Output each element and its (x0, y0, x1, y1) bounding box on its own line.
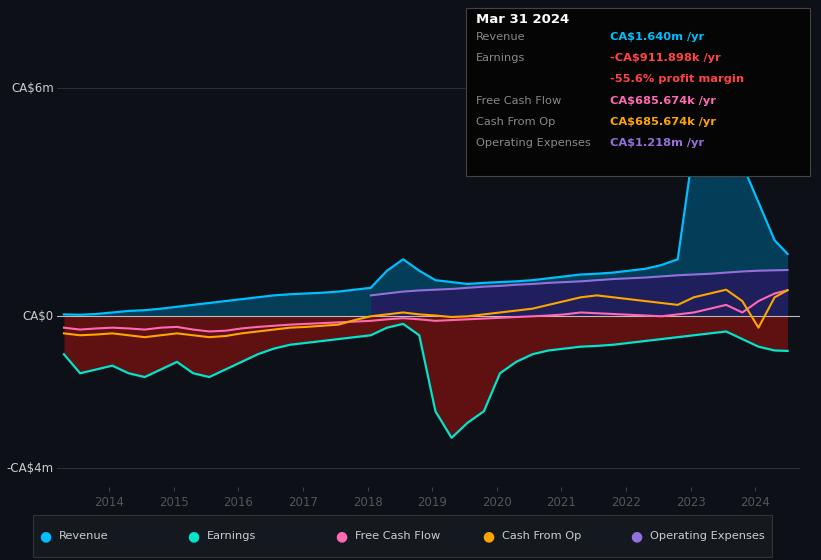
Text: Free Cash Flow: Free Cash Flow (355, 531, 440, 541)
Text: Operating Expenses: Operating Expenses (476, 138, 591, 148)
Text: Revenue: Revenue (59, 531, 108, 541)
Text: Operating Expenses: Operating Expenses (650, 531, 765, 541)
Text: ●: ● (335, 529, 347, 543)
Text: -55.6% profit margin: -55.6% profit margin (610, 74, 744, 85)
Text: Revenue: Revenue (476, 32, 525, 42)
Text: -CA$911.898k /yr: -CA$911.898k /yr (610, 53, 721, 63)
Text: CA$1.218m /yr: CA$1.218m /yr (610, 138, 704, 148)
Text: Earnings: Earnings (207, 531, 256, 541)
Text: Mar 31 2024: Mar 31 2024 (476, 13, 570, 26)
Text: CA$1.640m /yr: CA$1.640m /yr (610, 32, 704, 42)
Text: -CA$4m: -CA$4m (7, 461, 53, 475)
Text: Cash From Op: Cash From Op (502, 531, 582, 541)
Text: CA$685.674k /yr: CA$685.674k /yr (610, 96, 716, 106)
Text: CA$0: CA$0 (23, 310, 53, 323)
Text: ●: ● (483, 529, 495, 543)
Text: ●: ● (631, 529, 643, 543)
Text: ●: ● (39, 529, 52, 543)
Text: ●: ● (187, 529, 200, 543)
Text: Earnings: Earnings (476, 53, 525, 63)
Text: CA$685.674k /yr: CA$685.674k /yr (610, 117, 716, 127)
Text: Free Cash Flow: Free Cash Flow (476, 96, 562, 106)
Text: CA$6m: CA$6m (11, 82, 53, 95)
Text: Cash From Op: Cash From Op (476, 117, 556, 127)
